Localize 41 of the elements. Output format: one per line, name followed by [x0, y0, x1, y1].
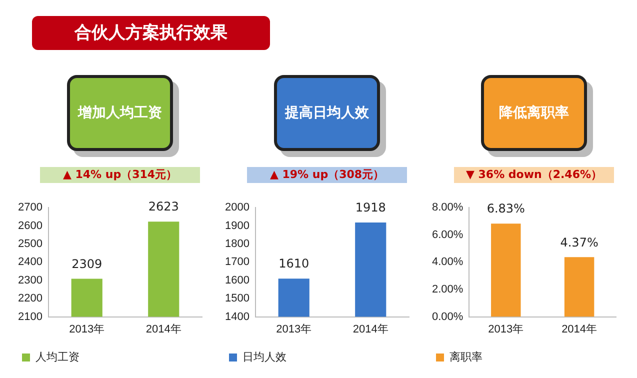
y-tick-label: 6.00%: [432, 228, 464, 241]
y-tick-label: 2.00%: [432, 284, 464, 296]
legend-label: 人均工资: [36, 350, 80, 364]
y-tick-label: 0.00%: [432, 310, 464, 323]
text: ▲ 19% up（308元）: [247, 167, 407, 183]
data-label: 1918: [355, 200, 386, 215]
y-tick-label: 1500: [224, 292, 250, 305]
y-tick-label: 2700: [18, 202, 42, 214]
chart-subtitle: 降低离职率: [481, 75, 587, 151]
x-tick-label: 2014年: [352, 323, 388, 336]
legend-label: 日均人效: [242, 350, 286, 364]
y-tick-label: 2000: [224, 202, 250, 214]
y-tick-label: 2300: [18, 274, 42, 286]
y-tick-label: 2400: [18, 256, 42, 268]
text: ▲ 14% up（314元）: [40, 167, 200, 183]
data-label: 2309: [72, 256, 102, 271]
y-tick-label: 1800: [224, 238, 250, 250]
y-tick-label: 1900: [224, 220, 250, 232]
chart-title: 合伙人方案执行效果: [32, 16, 270, 50]
y-tick-label: 4.00%: [432, 256, 464, 268]
data-label: 2623: [148, 200, 179, 214]
chart-subtitle: 增加人均工资: [67, 75, 173, 151]
y-tick-label: 2100: [18, 310, 42, 323]
y-tick-label: 2200: [18, 292, 42, 305]
x-tick-label: 2014年: [146, 323, 182, 336]
y-tick-label: 2600: [18, 220, 42, 232]
text: ▼ 36% down（2.46%）: [454, 167, 614, 183]
x-tick-label: 2013年: [69, 323, 105, 336]
x-tick-label: 2014年: [562, 323, 598, 336]
x-tick-label: 2013年: [276, 323, 312, 336]
data-label: 6.83%: [486, 202, 525, 216]
y-tick-label: 8.00%: [432, 202, 464, 214]
y-tick-label: 2500: [18, 238, 42, 250]
y-tick-label: 1400: [224, 310, 250, 323]
data-label: 1610: [278, 256, 310, 271]
x-tick-label: 2013年: [488, 323, 524, 336]
chart-subtitle: 提高日均人效: [274, 75, 380, 151]
legend-label: 离职率: [450, 350, 482, 364]
data-label: 4.37%: [560, 235, 598, 250]
y-tick-label: 1700: [224, 256, 250, 268]
y-tick-label: 1600: [224, 274, 250, 286]
